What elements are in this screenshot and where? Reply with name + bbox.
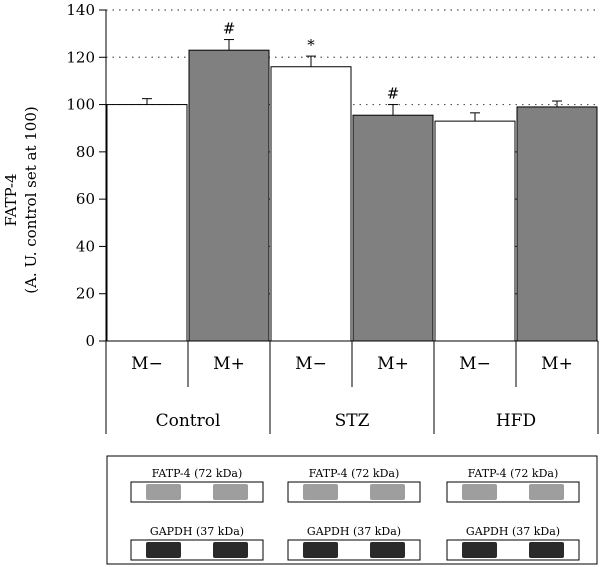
blot-band-fatp4 — [303, 484, 338, 500]
blot-label-fatp4: FATP-4 (72 kDa) — [309, 467, 400, 480]
blot-band-gapdh — [370, 542, 405, 558]
group-label: STZ — [335, 411, 370, 431]
category-label: M+ — [377, 354, 409, 374]
significance-mark: # — [387, 85, 400, 103]
blot-label-gapdh: GAPDH (37 kDa) — [466, 525, 560, 538]
significance-mark: # — [223, 20, 236, 38]
blot-band-fatp4 — [462, 484, 497, 500]
blot-band-gapdh — [462, 542, 497, 558]
category-label: M+ — [213, 354, 245, 374]
western-blot-panels: FATP-4 (72 kDa) GAPDH (37 kDa) FATP-4 (72 … — [106, 455, 598, 565]
y-tick-label: 0 — [85, 332, 95, 350]
bar — [516, 106, 598, 342]
blot-band-gapdh — [146, 542, 181, 558]
category-labels: M− M+ M− M+ M− M+ Control STZ HFD — [131, 354, 573, 431]
category-label: M+ — [541, 354, 573, 374]
blot-label-fatp4: FATP-4 (72 kDa) — [152, 467, 243, 480]
blot-band-gapdh — [213, 542, 248, 558]
blot-band-fatp4 — [213, 484, 248, 500]
blot-band-fatp4 — [146, 484, 181, 500]
bar — [352, 114, 434, 342]
bars — [106, 49, 598, 342]
bar — [434, 120, 516, 342]
category-label: M− — [131, 354, 163, 374]
blot-label-fatp4: FATP-4 (72 kDa) — [468, 467, 559, 480]
group-label: HFD — [496, 411, 536, 431]
significance-marks: # * # — [223, 20, 400, 103]
y-axis-label-line2: (A. U. control set at 100) — [22, 106, 40, 294]
blot-label-gapdh: GAPDH (37 kDa) — [307, 525, 401, 538]
bar — [188, 49, 270, 342]
y-axis-label: FATP-4 (A. U. control set at 100) — [2, 106, 40, 294]
y-tick-label: 40 — [76, 237, 95, 255]
y-tick-label: 120 — [66, 48, 95, 66]
y-axis-label-line1: FATP-4 — [2, 173, 20, 226]
grid-lines — [106, 9, 598, 295]
blot-band-fatp4 — [529, 484, 564, 500]
significance-mark: * — [307, 36, 315, 54]
group-label: Control — [156, 411, 221, 431]
y-tick-label: 100 — [66, 96, 95, 114]
blot-band-gapdh — [529, 542, 564, 558]
category-label: M− — [459, 354, 491, 374]
category-label: M− — [295, 354, 327, 374]
bar — [106, 104, 188, 342]
y-tick-label: 140 — [66, 1, 95, 19]
y-tick-label: 60 — [76, 190, 95, 208]
y-tick-label: 20 — [76, 285, 95, 303]
axes — [99, 9, 599, 434]
error-bars — [142, 39, 562, 122]
blot-label-gapdh: GAPDH (37 kDa) — [150, 525, 244, 538]
bar — [270, 66, 352, 342]
y-tick-label: 80 — [76, 143, 95, 161]
blot-band-fatp4 — [370, 484, 405, 500]
y-tick-labels: 0 20 40 60 80 100 120 140 — [66, 1, 95, 350]
blot-band-gapdh — [303, 542, 338, 558]
